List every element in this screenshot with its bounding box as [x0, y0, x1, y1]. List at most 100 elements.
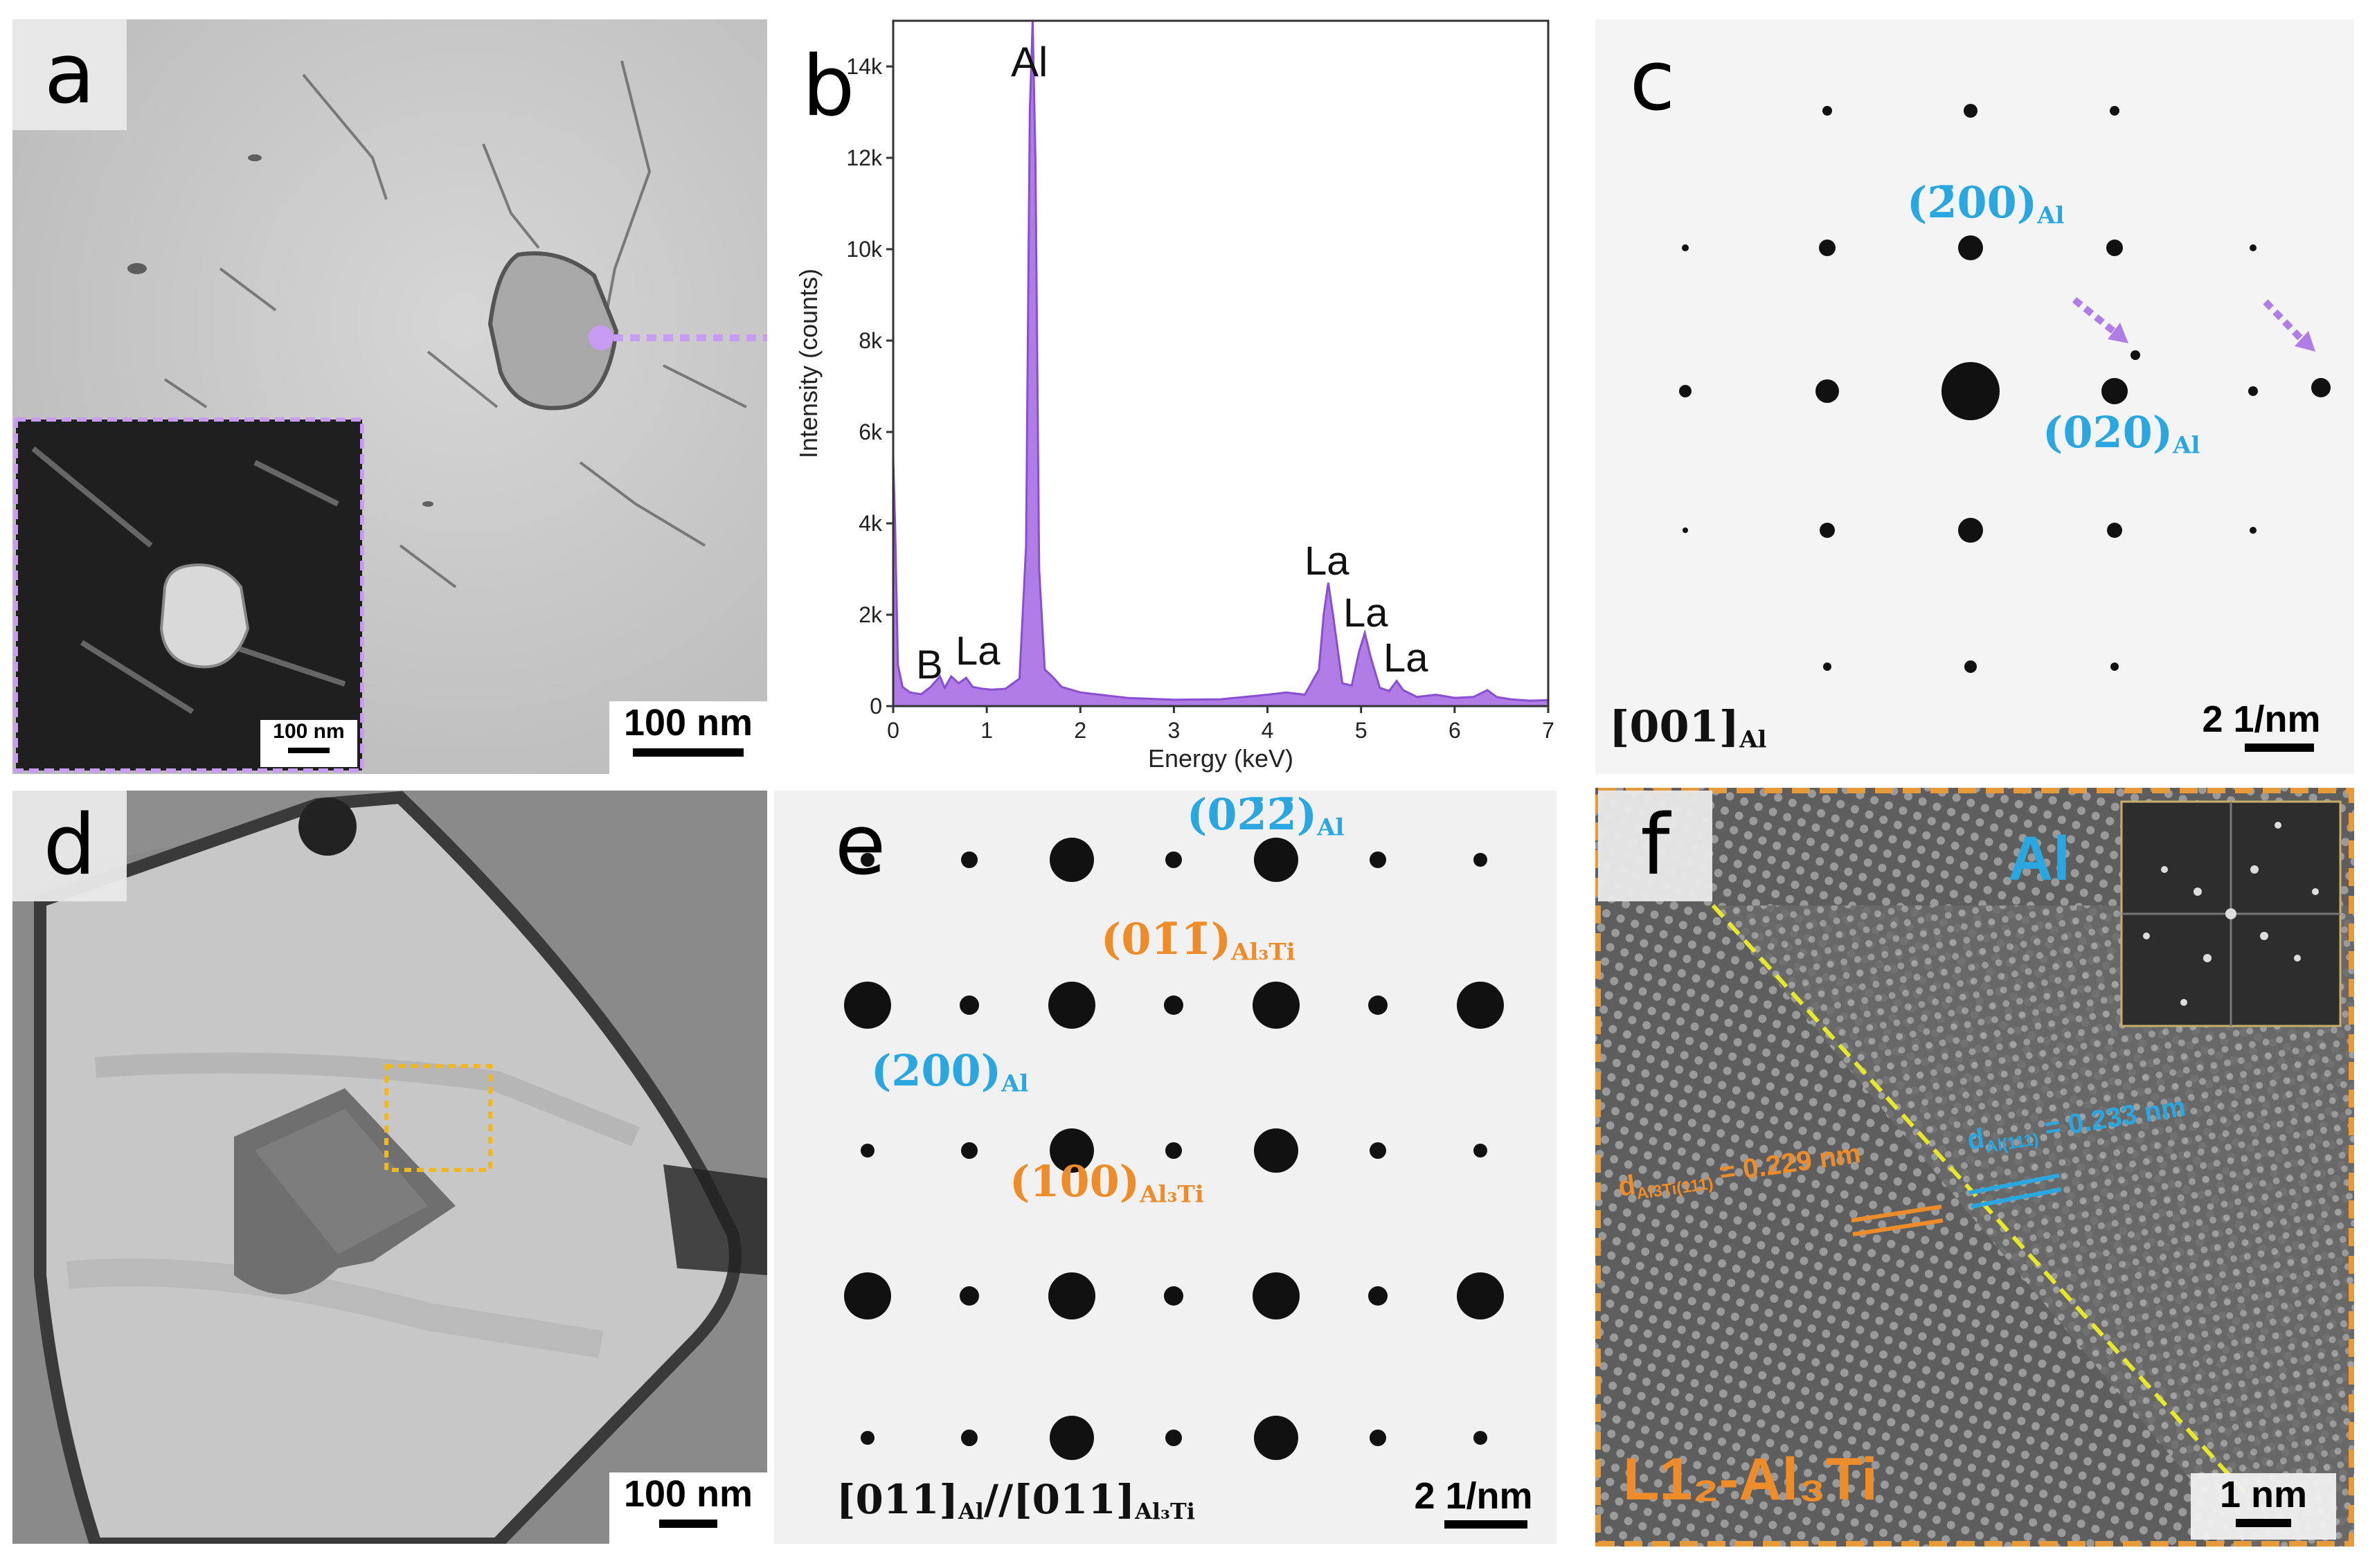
extra-spot-mid: [2131, 350, 2140, 360]
spot-label-text: (02̄2̄): [1187, 791, 1318, 840]
y-tick-label: 6k: [859, 420, 883, 444]
x-tick-label: 2: [1074, 718, 1086, 743]
diffraction-spot: [1370, 1142, 1386, 1159]
spot-label-text: (020): [2043, 407, 2173, 458]
zone-axis-text: [011]: [836, 1476, 958, 1523]
diffraction-spot: [1473, 1431, 1487, 1445]
spot-label-sub: Al₃Ti: [1140, 1180, 1204, 1209]
scalebar-text: 100 nm: [623, 1473, 753, 1515]
extra-spot-right: [2311, 378, 2331, 397]
diffraction-spot: [1164, 1286, 1183, 1306]
diffraction-spot: [844, 1272, 891, 1319]
zone-axis-separator: //: [983, 1476, 1014, 1523]
y-tick-label: 14k: [846, 54, 883, 79]
phase-label-l12-al3ti: L1₂-Al₃Ti: [1623, 1446, 1878, 1513]
spot-label-sub: Al: [2173, 431, 2200, 460]
panel-f-scalebar: 1 nm: [2191, 1473, 2336, 1540]
scalebar-bar: [633, 748, 744, 757]
arrows: [2072, 297, 2303, 341]
chart-frame: [892, 19, 1550, 708]
spot-label-sub: Al₃Ti: [1231, 938, 1295, 966]
panel-b: 0 2k 4k 6k 8k 10k 12k 14k 0 1 2 3 4 5 6 7 Energy (keV)…: [767, 0, 1570, 782]
y-tick-label: 8k: [859, 328, 883, 353]
zone-axis-text: [011]: [1013, 1476, 1136, 1523]
panel-a-scalebar: 100 nm: [609, 701, 767, 774]
spot-label-200-al: (200)Al: [871, 1045, 1028, 1098]
scalebar-bar: [2236, 1519, 2291, 1527]
diffraction-spot: [1050, 1128, 1094, 1173]
diffraction-spot: [1253, 982, 1300, 1029]
zone-axis-sub: Al₃Ti: [1135, 1497, 1195, 1524]
spot-label-text: (2̄00): [1907, 177, 2038, 228]
eds-spectrum-chart: 0 2k 4k 6k 8k 10k 12k 14k 0 1 2 3 4 5 6 7 Energy (keV)…: [794, 19, 1554, 773]
scalebar-text: 100 nm: [623, 702, 753, 744]
interface-line: [1711, 903, 2248, 1496]
panel-e-diffraction: [844, 838, 1504, 1460]
diffraction-spot: [1050, 1416, 1094, 1460]
diffraction-spot: [1254, 1128, 1298, 1173]
diffraction-spot: [1370, 851, 1386, 868]
spot-label-0m1m1-al3ti: (01̄1̄)Al₃Ti: [1101, 914, 1295, 966]
panel-e-label: e: [834, 797, 886, 894]
peak-label-la-low: La: [956, 629, 1001, 674]
peak-label-la-2: La: [1343, 591, 1388, 636]
x-tick-label: 6: [1448, 718, 1461, 743]
diffraction-spot: [1473, 853, 1487, 867]
y-tick-label: 4k: [859, 511, 883, 536]
al-plane-markers: [1968, 1173, 2062, 1209]
scalebar-bar: [288, 748, 330, 753]
scalebar-bar: [2245, 744, 2314, 752]
scalebar-text: 2 1/nm: [2202, 699, 2321, 740]
phase-label-al: Al: [2008, 824, 2070, 894]
diffraction-spot: [1457, 982, 1504, 1029]
panel-a-inset-scalebar: 100 nm: [260, 720, 357, 767]
diffraction-spot: [1165, 1142, 1182, 1159]
diffraction-spot: [961, 851, 978, 868]
al3ti-plane-markers: [1851, 1205, 1944, 1236]
panel-c-scalebar: 2 1/nm: [2178, 698, 2344, 767]
panel-e: e (02̄2̄)Al (01̄1̄)Al₃Ti (200)Al (100)Al…: [774, 791, 1557, 1544]
panel-d-label: d: [12, 791, 127, 901]
y-tick-label: 10k: [846, 237, 883, 262]
y-tick-label: 12k: [846, 145, 883, 170]
y-tick-label: 0: [870, 694, 882, 719]
fft-inset: [2120, 800, 2342, 1027]
diffraction-spot: [1165, 851, 1182, 868]
x-tick-label: 1: [980, 718, 993, 743]
diffraction-spot: [861, 1431, 874, 1445]
diffraction-spot: [960, 1286, 979, 1306]
zone-axis-sub: Al: [958, 1497, 984, 1524]
diffraction-spot: [961, 1142, 978, 1159]
panel-e-scalebar: 2 1/nm: [1390, 1475, 1557, 1544]
spot-label-0m2m2-al: (02̄2̄)Al: [1187, 791, 1344, 842]
scalebar-text: 1 nm: [2219, 1474, 2308, 1515]
spot-label-100-al3ti: (100)Al₃Ti: [1010, 1156, 1204, 1209]
diffraction-spot: [1254, 1416, 1298, 1460]
d-prefix: d: [1616, 1169, 1638, 1202]
panel-c-diffraction: [1679, 104, 2331, 673]
x-tick-label: 7: [1542, 718, 1554, 743]
diffraction-spot: [861, 1144, 874, 1157]
diffraction-spot: [1457, 1272, 1504, 1319]
peak-label-la-1: La: [1304, 539, 1349, 584]
panel-b-label: b: [802, 39, 855, 135]
spectrum-area: [892, 20, 1550, 708]
panel-f-hrtem: [1595, 788, 2354, 1547]
spot-label-text: (01̄1̄): [1101, 914, 1232, 964]
spot-label-m200-al: (2̄00)Al: [1907, 177, 2064, 230]
panel-d-micrograph: [12, 791, 767, 1544]
spot-label-text: (200): [871, 1045, 1002, 1096]
panel-f-border: [1595, 788, 2354, 1547]
diffraction-spot: [1368, 1286, 1388, 1306]
scalebar-text: 100 nm: [273, 720, 345, 743]
y-axis-label: Intensity (counts): [794, 269, 823, 458]
spot-label-sub: Al: [1001, 1070, 1029, 1098]
panel-c: c (2̄00)Al (020)Al [001]Al 2 1/nm: [1595, 19, 2354, 774]
zone-axis-c: [001]Al: [1609, 701, 1766, 754]
diffraction-spot: [960, 995, 979, 1015]
x-tick-label: 5: [1355, 718, 1367, 743]
diffraction-spot: [961, 1430, 978, 1446]
panel-f-label: f: [1598, 791, 1712, 901]
zone-axis-e: [011]Al//[011]Al₃Ti: [836, 1476, 1195, 1524]
diffraction-spot: [1165, 1430, 1182, 1446]
